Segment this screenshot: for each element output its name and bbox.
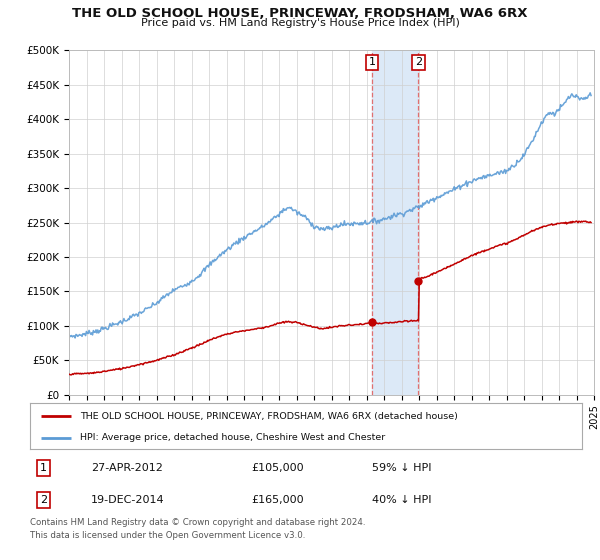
- Text: 1: 1: [40, 463, 47, 473]
- Bar: [372, 50, 418, 395]
- Text: £105,000: £105,000: [251, 463, 304, 473]
- Text: HPI: Average price, detached house, Cheshire West and Chester: HPI: Average price, detached house, Ches…: [80, 433, 385, 442]
- Text: 40% ↓ HPI: 40% ↓ HPI: [372, 495, 432, 505]
- Text: THE OLD SCHOOL HOUSE, PRINCEWAY, FRODSHAM, WA6 6RX: THE OLD SCHOOL HOUSE, PRINCEWAY, FRODSHA…: [72, 7, 528, 20]
- Text: 27-APR-2012: 27-APR-2012: [91, 463, 163, 473]
- Text: £165,000: £165,000: [251, 495, 304, 505]
- Text: 1: 1: [368, 58, 376, 67]
- Text: 2: 2: [40, 495, 47, 505]
- Text: 19-DEC-2014: 19-DEC-2014: [91, 495, 164, 505]
- Text: 59% ↓ HPI: 59% ↓ HPI: [372, 463, 432, 473]
- Text: Contains HM Land Registry data © Crown copyright and database right 2024.
This d: Contains HM Land Registry data © Crown c…: [30, 518, 365, 539]
- Text: THE OLD SCHOOL HOUSE, PRINCEWAY, FRODSHAM, WA6 6RX (detached house): THE OLD SCHOOL HOUSE, PRINCEWAY, FRODSHA…: [80, 412, 458, 421]
- Text: Price paid vs. HM Land Registry's House Price Index (HPI): Price paid vs. HM Land Registry's House …: [140, 18, 460, 28]
- Text: 2: 2: [415, 58, 422, 67]
